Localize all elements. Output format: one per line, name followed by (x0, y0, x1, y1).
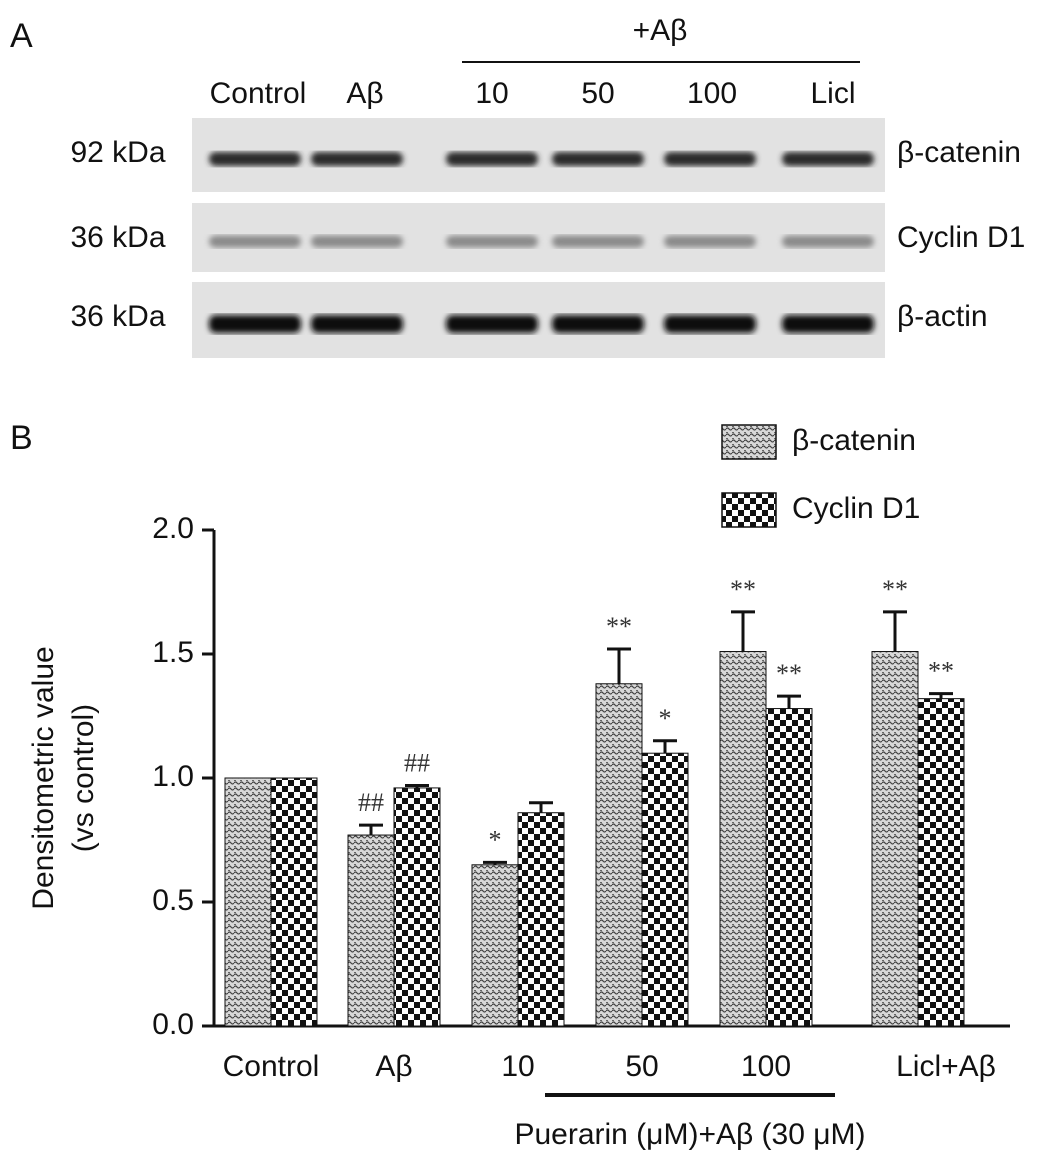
error-bar (731, 610, 755, 652)
size-label: 36 kDa (70, 221, 165, 254)
bar (270, 777, 318, 1027)
band (782, 315, 874, 333)
error-bar (359, 823, 383, 836)
bar (719, 651, 767, 1027)
annotation: * (489, 825, 502, 854)
bar (917, 698, 965, 1027)
bar (224, 777, 272, 1027)
x-tick-label: 100 (741, 1050, 791, 1083)
annotation: ** (776, 659, 802, 688)
band (552, 152, 644, 166)
annotation: * (659, 704, 672, 733)
band (446, 152, 538, 166)
error-bar (883, 610, 907, 652)
annotation: ## (358, 788, 384, 817)
legend-label: Cyclin D1 (792, 492, 920, 525)
bar (641, 752, 689, 1027)
band (552, 315, 644, 333)
annotation: ## (404, 748, 430, 777)
lane-label: 10 (475, 77, 508, 110)
band (311, 235, 403, 248)
band (209, 152, 301, 166)
x-tick-label: Aβ (375, 1050, 412, 1083)
lane-label: Licl (810, 77, 855, 110)
band (311, 152, 403, 166)
legend-swatch (721, 492, 777, 528)
panel-label: B (10, 419, 33, 457)
error-bar (653, 739, 677, 754)
panel-label: A (10, 17, 33, 55)
band (311, 315, 403, 333)
blot-strip (192, 118, 885, 192)
x-tick-label: 10 (501, 1050, 534, 1083)
legend-swatch (721, 424, 777, 460)
error-bar (529, 801, 553, 813)
bar (471, 864, 519, 1027)
band (552, 235, 644, 248)
annotation: ** (882, 575, 908, 604)
y-tick-label: 0.0 (152, 1008, 194, 1041)
x-tick-label: Licl+Aβ (896, 1050, 996, 1083)
band (782, 235, 874, 248)
annotation: ** (730, 575, 756, 604)
bar (347, 834, 395, 1027)
bar (595, 683, 643, 1027)
band (446, 235, 538, 248)
protein-label: β-actin (897, 300, 988, 333)
band (446, 315, 538, 333)
band (209, 315, 301, 333)
y-tick-label: 2.0 (152, 512, 194, 545)
x-tick-label: Control (223, 1050, 320, 1083)
y-tick-label: 1.5 (152, 636, 194, 669)
annotation: ** (606, 612, 632, 641)
annotation: ** (928, 657, 954, 686)
size-label: 36 kDa (70, 300, 165, 333)
y-axis-label: (vs control) (67, 704, 100, 852)
bar (765, 708, 813, 1027)
protein-label: β-catenin (897, 136, 1021, 169)
group-label: +Aβ (633, 14, 688, 47)
band (664, 235, 756, 248)
size-label: 92 kDa (70, 136, 165, 169)
group-label: Puerarin (μM)+Aβ (30 μM) (514, 1118, 865, 1151)
protein-label: Cyclin D1 (897, 221, 1025, 254)
band (209, 235, 301, 248)
chart: 0.0 0.5 1.0 1.5 2.0 Densitometric value (vs co… (27, 424, 1010, 1151)
error-bar (483, 860, 507, 865)
y-tick-label: 1.0 (152, 760, 194, 793)
y-axis-label: Densitometric value (27, 646, 60, 909)
bar (393, 787, 441, 1027)
error-bar (929, 692, 953, 699)
lane-label: 50 (581, 77, 614, 110)
blot: Control Aβ 10 50 100 Licl 92 kDa β-catenin 36 kD… (70, 77, 1025, 358)
blot-strip (192, 203, 885, 272)
x-tick-label: 50 (625, 1050, 658, 1083)
lane-label: Control (210, 77, 307, 110)
error-bar (777, 694, 801, 709)
bar (871, 651, 919, 1027)
lane-label: 100 (687, 77, 737, 110)
band (664, 315, 756, 333)
band (782, 152, 874, 166)
band (664, 152, 756, 166)
y-tick-label: 0.5 (152, 884, 194, 917)
error-bar (607, 647, 631, 684)
lane-label: Aβ (346, 77, 383, 110)
bar (517, 812, 565, 1027)
error-bar (405, 783, 429, 788)
blot-strip (192, 282, 885, 358)
legend-label: β-catenin (792, 424, 916, 457)
